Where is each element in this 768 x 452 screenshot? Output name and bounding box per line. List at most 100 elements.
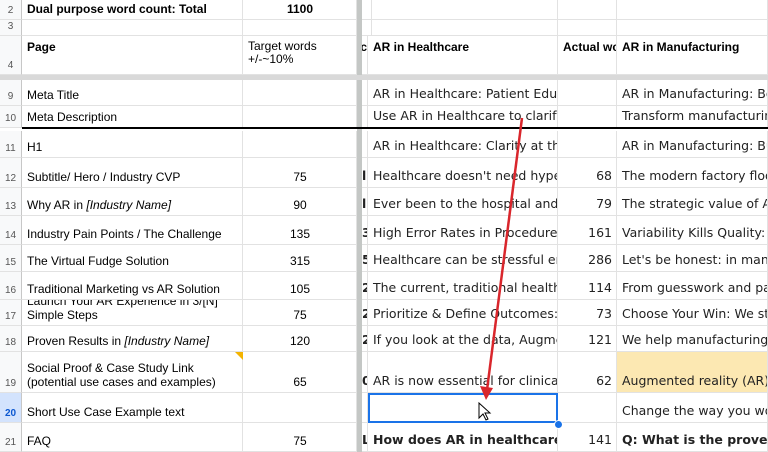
- selected-cell[interactable]: [368, 393, 558, 423]
- target-cell-text: 90: [293, 198, 307, 212]
- actual-cell: 68: [558, 158, 617, 188]
- target-cell: [243, 106, 357, 128]
- page-cell-text: Short Use Case Example text: [27, 405, 185, 419]
- page-cell-text: Traditional Marketing vs AR Solution: [27, 282, 220, 296]
- header-target-line: +/-~10%: [248, 52, 294, 66]
- row-number-text: 11: [5, 143, 16, 154]
- wc-cell: 3: [362, 216, 368, 245]
- target-cell: [243, 393, 357, 423]
- frozen-col-divider: [357, 0, 362, 452]
- row-number-text: 21: [4, 437, 17, 448]
- healthcare-cell: AR in Healthcare: Clarity at the: [368, 131, 558, 158]
- manufacturing-cell: Augmented reality (AR) t: [617, 352, 768, 393]
- target-cell: 75: [243, 300, 357, 326]
- page-cell: Launch Your AR Experience in 3/[N] Simpl…: [22, 300, 243, 326]
- healthcare-cell-text: Healthcare can be stressful enc: [373, 252, 558, 267]
- target-cell: 90: [243, 188, 357, 216]
- page-cell-text: Meta Title: [27, 88, 80, 102]
- page-cell: The Virtual Fudge Solution: [22, 245, 243, 272]
- wc-cell: [362, 80, 368, 106]
- target-cell: 315: [243, 245, 357, 272]
- row-number: 11: [0, 131, 22, 158]
- page-cell: Proven Results in [Industry Name]: [22, 326, 243, 352]
- row-number: 16: [0, 272, 22, 300]
- manufacturing-cell: Let's be honest: in manu: [617, 245, 768, 272]
- header-manufacturing: AR in Manufacturing: [617, 36, 768, 75]
- page-cell-text: Launch Your AR Experience in 3/[N] Simpl…: [27, 300, 218, 322]
- row-number: 2: [0, 0, 22, 20]
- empty-cell: [368, 0, 558, 20]
- total-value-text: 1100: [286, 2, 314, 16]
- row-number: 12: [0, 158, 22, 188]
- manufacturing-cell-text: The strategic value of AR: [622, 196, 768, 211]
- row-number: 18: [0, 326, 22, 352]
- manufacturing-cell: Transform manufacturing: [617, 106, 768, 128]
- page-cell: Industry Pain Points / The Challenge: [22, 216, 243, 245]
- actual-cell-text: 73: [596, 306, 612, 321]
- healthcare-cell-text: Prioritize & Define Outcomes: C: [373, 306, 558, 321]
- row-number-text: 14: [4, 230, 17, 241]
- wc-cell: l: [362, 188, 368, 216]
- wc-cell-text: 2: [362, 332, 367, 347]
- empty-cell: [362, 20, 372, 36]
- header-target: Target words +/-~10%: [243, 36, 357, 75]
- border-line: [22, 127, 768, 129]
- target-cell: 120: [243, 326, 357, 352]
- healthcare-cell-text: AR is now essential for clinical s: [373, 373, 558, 388]
- row-number-text: 15: [4, 257, 17, 268]
- fill-handle[interactable]: [554, 420, 563, 429]
- healthcare-cell-text: Ever been to the hospital and c: [373, 196, 558, 211]
- row-number-text: 3: [7, 21, 14, 32]
- manufacturing-cell-text: From guesswork and pap: [622, 280, 768, 295]
- page-cell: Short Use Case Example text: [22, 393, 243, 423]
- page-cell: H1: [22, 131, 243, 158]
- actual-cell: 114: [558, 272, 617, 300]
- header-target-line: Target words: [248, 39, 317, 53]
- actual-cell-text: 114: [588, 280, 612, 295]
- total-label: Dual purpose word count: Total: [22, 0, 243, 20]
- healthcare-cell-text: Healthcare doesn't need hype;: [373, 168, 558, 183]
- target-cell-text: 65: [293, 375, 307, 389]
- page-cell: Meta Description: [22, 106, 243, 128]
- manufacturing-cell: The strategic value of AR: [617, 188, 768, 216]
- header-page: Page: [22, 36, 243, 75]
- manufacturing-cell: Variability Kills Quality: R: [617, 216, 768, 245]
- healthcare-cell-text: High Error Rates in Procedure:: [373, 225, 558, 240]
- manufacturing-cell-text: The modern factory floo: [622, 168, 768, 183]
- actual-cell: [558, 131, 617, 158]
- actual-cell-text: 62: [596, 373, 612, 388]
- target-cell-text: 135: [289, 227, 311, 241]
- healthcare-cell-text: If you look at the data, Augmer: [373, 332, 558, 347]
- row-number: 13: [0, 188, 22, 216]
- healthcare-cell: High Error Rates in Procedure:: [368, 216, 558, 245]
- actual-cell-text: 286: [588, 252, 612, 267]
- actual-cell: [558, 80, 617, 106]
- healthcare-cell: AR is now essential for clinical s: [368, 352, 558, 393]
- target-cell: 75: [243, 158, 357, 188]
- wc-cell-text: 3: [362, 225, 367, 240]
- empty-cell: [558, 20, 617, 36]
- page-cell: Social Proof & Case Study Link (potentia…: [22, 352, 243, 393]
- manufacturing-cell: Change the way you wor: [617, 393, 768, 423]
- actual-cell: 286: [558, 245, 617, 272]
- healthcare-cell: How does AR in healthcare tra: [368, 423, 558, 452]
- header-actual: Actual wc: [558, 36, 617, 75]
- healthcare-cell: Healthcare doesn't need hype;: [368, 158, 558, 188]
- target-cell: [243, 131, 357, 158]
- target-cell-text: 75: [293, 308, 307, 322]
- wc-cell: l: [362, 158, 368, 188]
- wc-cell-text: 5: [362, 252, 367, 267]
- frozen-row-divider: [0, 75, 768, 80]
- wc-cell-text: L: [362, 432, 367, 447]
- header-wc-text: vc: [362, 40, 367, 54]
- manufacturing-cell-text: We help manufacturing f: [622, 332, 768, 347]
- wc-cell: [362, 131, 368, 158]
- wc-cell: 2: [362, 300, 368, 326]
- target-cell: 105: [243, 272, 357, 300]
- header-manufacturing-text: AR in Manufacturing: [622, 40, 740, 54]
- manufacturing-cell: Q: What is the proven R: [617, 423, 768, 452]
- empty-cell: [22, 20, 243, 36]
- manufacturing-cell-text: AR in Manufacturing: Bu: [622, 138, 768, 153]
- page-cell: Traditional Marketing vs AR Solution: [22, 272, 243, 300]
- manufacturing-cell: We help manufacturing f: [617, 326, 768, 352]
